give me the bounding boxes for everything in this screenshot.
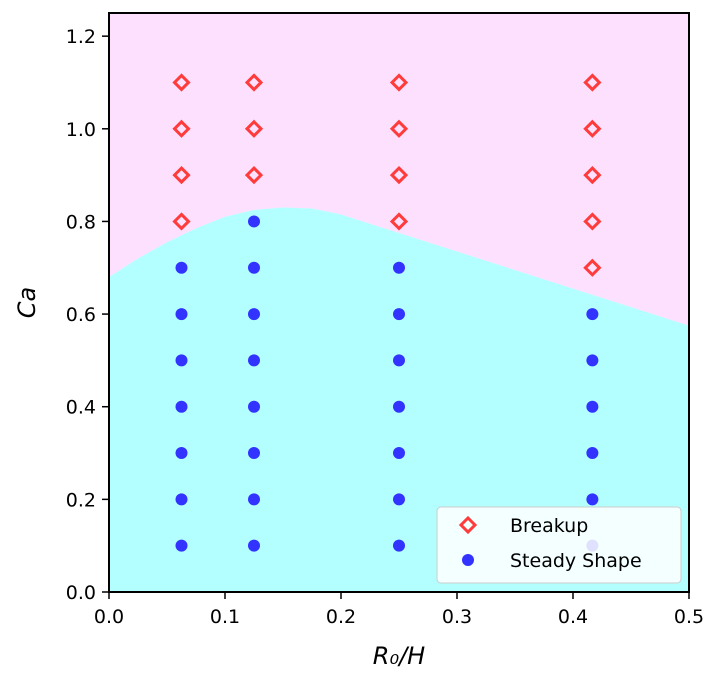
point-steady-shape xyxy=(393,261,405,274)
y-tick-label: 0.2 xyxy=(66,489,96,511)
point-steady-shape xyxy=(248,215,260,228)
y-axis-label: Ca xyxy=(13,287,41,318)
point-breakup xyxy=(389,165,409,185)
point-steady-shape xyxy=(248,493,260,506)
point-steady-shape xyxy=(175,308,188,321)
x-tick-label: 0.5 xyxy=(674,606,704,628)
point-steady-shape xyxy=(248,308,260,321)
x-tick-label: 0.0 xyxy=(94,606,124,628)
y-tick-label: 1.2 xyxy=(66,26,96,48)
point-breakup xyxy=(389,119,409,138)
legend-dot-icon xyxy=(462,554,474,566)
point-breakup xyxy=(172,212,191,231)
point-breakup xyxy=(244,165,264,185)
point-steady-shape xyxy=(175,539,188,552)
point-steady-shape xyxy=(175,261,188,274)
point-breakup xyxy=(583,73,602,92)
x-axis: 0.0 0.1 0.2 0.3 0.4 0.5 xyxy=(94,592,704,628)
point-steady-shape xyxy=(586,308,599,321)
point-steady-shape xyxy=(248,539,260,552)
y-tick-label: 0.6 xyxy=(66,304,96,326)
point-steady-shape xyxy=(393,493,405,506)
x-tick-label: 0.3 xyxy=(442,606,472,628)
point-steady-shape xyxy=(393,354,405,367)
point-breakup xyxy=(244,73,264,92)
point-steady-shape xyxy=(248,447,260,460)
point-steady-shape xyxy=(175,354,188,367)
point-breakup xyxy=(244,119,264,138)
point-steady-shape xyxy=(586,400,599,413)
legend-label-breakup: Breakup xyxy=(510,515,588,537)
point-steady-shape xyxy=(586,354,599,367)
point-steady-shape xyxy=(393,447,405,460)
point-breakup xyxy=(172,73,191,92)
x-tick-label: 0.4 xyxy=(558,606,588,628)
legend: Breakup Steady Shape xyxy=(436,506,682,584)
plot-frame xyxy=(108,12,690,593)
point-steady-shape xyxy=(393,308,405,321)
point-breakup xyxy=(389,212,409,231)
point-steady-shape xyxy=(175,493,188,506)
point-breakup xyxy=(583,165,602,185)
point-breakup xyxy=(583,119,602,138)
legend-diamond-icon xyxy=(458,515,478,535)
point-steady-shape xyxy=(175,447,188,460)
y-tick-label: 0.4 xyxy=(66,397,96,419)
x-tick-label: 0.1 xyxy=(210,606,240,628)
point-steady-shape xyxy=(393,400,405,413)
point-breakup xyxy=(389,73,409,92)
point-steady-shape xyxy=(248,261,260,274)
legend-box xyxy=(436,506,682,584)
y-tick-label: 0.8 xyxy=(66,211,96,233)
point-steady-shape xyxy=(248,400,260,413)
point-steady-shape xyxy=(586,447,599,460)
point-steady-shape xyxy=(175,400,188,413)
point-steady-shape xyxy=(248,354,260,367)
point-breakup xyxy=(172,165,191,185)
y-tick-label: 0.0 xyxy=(66,582,96,604)
legend-marker-steady-shape xyxy=(462,554,474,566)
point-breakup xyxy=(583,258,602,277)
y-tick-label: 1.0 xyxy=(66,119,96,141)
x-tick-label: 0.2 xyxy=(326,606,356,628)
legend-label-steady-shape: Steady Shape xyxy=(510,550,642,572)
y-axis: 0.0 0.2 0.4 0.6 0.8 1.0 1.2 xyxy=(66,26,109,604)
point-breakup xyxy=(172,119,191,138)
point-steady-shape xyxy=(586,493,599,506)
legend-marker-breakup xyxy=(458,515,478,535)
point-breakup xyxy=(583,212,602,231)
x-axis-label: R₀/H xyxy=(373,642,425,670)
point-steady-shape xyxy=(393,539,405,552)
